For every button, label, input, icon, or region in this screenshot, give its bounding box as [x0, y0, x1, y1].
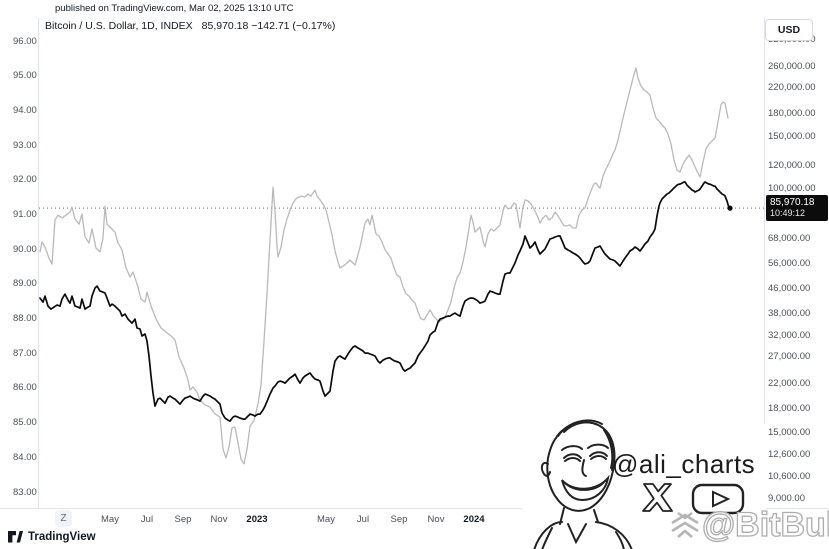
x-logo-icon [642, 483, 673, 512]
tradingview-logo-icon [8, 530, 23, 542]
series-btcusd [39, 181, 731, 422]
right-axis-tick: 18,000.00 [768, 403, 811, 414]
right-axis-tick: 12,600.00 [768, 449, 811, 460]
series-overlay-index [39, 67, 729, 465]
chevron-diamond-icon [671, 511, 699, 538]
left-axis-tick: 87.00 [13, 348, 37, 359]
right-axis-tick: 56,000.00 [768, 258, 811, 269]
x-axis-tick: 2023 [246, 514, 268, 525]
right-axis-tick: 260,000.00 [768, 61, 816, 72]
x-axis-tick: Sep [390, 514, 408, 525]
face-sketch [533, 419, 633, 549]
right-axis-tick: 38,000.00 [768, 308, 811, 319]
left-axis-tick: 91.00 [13, 209, 37, 220]
left-axis-tick: 85.00 [13, 417, 37, 428]
right-axis-tick: 120,000.00 [768, 160, 816, 171]
left-axis-tick: 93.00 [13, 140, 37, 151]
right-axis-tick: 220,000.00 [768, 82, 816, 93]
right-axis-tick: 22,000.00 [768, 378, 811, 389]
left-axis-tick: 89.00 [13, 278, 37, 289]
right-axis-tick: 68,000.00 [768, 233, 811, 244]
bitbull-handle: @BitBull1 [701, 505, 829, 544]
x-axis-tick: Jul [356, 514, 370, 525]
published-line: published on TradingView.com, Mar 02, 20… [55, 3, 294, 14]
tradingview-brand-text: TradingView [28, 531, 96, 543]
x-axis-tick: May [317, 514, 335, 525]
left-axis-tick: 95.00 [13, 70, 37, 81]
timezone-chip[interactable]: Z [55, 510, 72, 527]
last-price-dot [727, 205, 733, 211]
left-axis-tick: 92.00 [13, 174, 37, 185]
right-axis-tick: 100,000.00 [768, 183, 816, 194]
right-axis-tick: 32,000.00 [768, 330, 811, 341]
left-axis-tick: 94.00 [13, 105, 37, 116]
symbol-title: Bitcoin / U.S. Dollar, 1D, INDEX [45, 20, 193, 32]
chart-title-row: Bitcoin / U.S. Dollar, 1D, INDEX 85,970.1… [45, 20, 335, 32]
x-axis-tick: May [101, 514, 119, 525]
ali-charts-handle: @ali_charts [612, 449, 756, 479]
left-axis-tick: 88.00 [13, 313, 37, 324]
current-price-label[interactable]: 85,970.18 10:49:12 [766, 195, 828, 221]
right-axis-tick: 27,000.00 [768, 351, 811, 362]
current-price-value: 85,970.18 [770, 197, 815, 208]
currency-toggle-button[interactable]: USD [765, 19, 813, 41]
x-axis-tick: 2024 [463, 514, 485, 525]
x-axis-tick: Jul [140, 514, 154, 525]
left-axis-tick: 84.00 [13, 452, 37, 463]
right-axis-tick: 46,000.00 [768, 283, 811, 294]
youtube-icon [691, 483, 745, 515]
left-axis-tick: 96.00 [13, 36, 37, 47]
left-axis-tick: 83.00 [13, 487, 37, 498]
right-axis-tick: 9,000.00 [768, 493, 805, 504]
right-axis-tick: 10,600.00 [768, 471, 811, 482]
quote-values: 85,970.18 −142.71 (−0.17%) [201, 20, 336, 32]
bar-countdown: 10:49:12 [770, 208, 806, 218]
left-axis-tick: 86.00 [13, 382, 37, 393]
right-axis-tick: 15,000.00 [768, 427, 811, 438]
right-axis-tick: 180,000.00 [768, 108, 816, 119]
x-axis-tick: Sep [174, 514, 192, 525]
series-group [39, 67, 731, 465]
left-axis-tick: 90.00 [13, 244, 37, 255]
right-axis-tick: 150,000.00 [768, 131, 816, 142]
x-axis-tick: Nov [427, 514, 445, 525]
x-axis-tick: Nov [210, 514, 228, 525]
tradingview-footer[interactable]: TradingView [8, 529, 96, 545]
